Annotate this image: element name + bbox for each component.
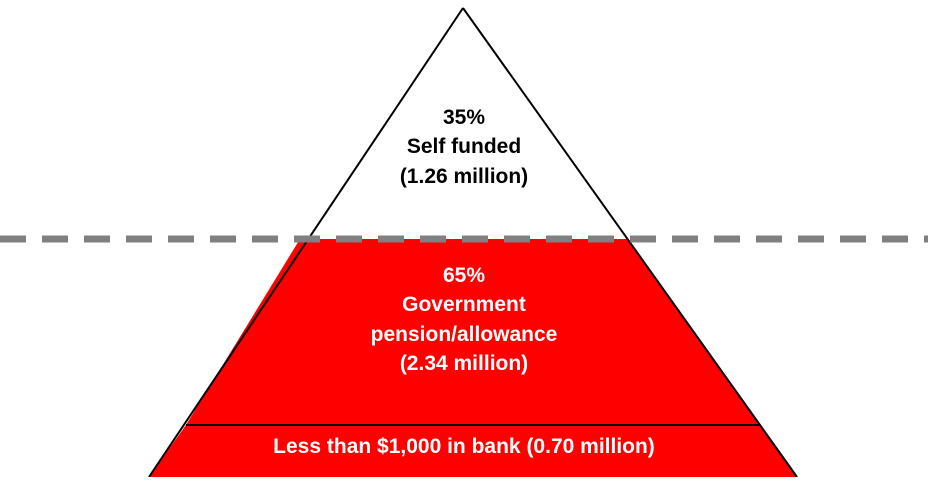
middle-tier-name: Government bbox=[402, 293, 526, 317]
top-tier-self-funded bbox=[300, 8, 627, 239]
middle-tier-count: (2.34 million) bbox=[399, 352, 529, 376]
bottom-tier-text: Less than $1,000 in bank (0.70 million) bbox=[273, 435, 655, 458]
top-tier-name: Self funded bbox=[406, 135, 522, 159]
middle-tier-government bbox=[186, 239, 760, 425]
bottom-tier-label: Less than $1,000 in bank (0.70 million) bbox=[170, 432, 758, 461]
top-tier-count: (1.26 million) bbox=[399, 164, 529, 188]
middle-tier-name-2: pension/allowance bbox=[370, 322, 558, 346]
middle-tier-label: 65% Government pension/allowance (2.34 m… bbox=[250, 261, 678, 379]
top-tier-percent: 35% bbox=[442, 106, 486, 129]
bottom-tier-low-savings bbox=[149, 425, 797, 477]
top-tier-label: 35% Self funded (1.26 million) bbox=[300, 103, 628, 191]
middle-tier-percent: 65% bbox=[442, 264, 486, 287]
